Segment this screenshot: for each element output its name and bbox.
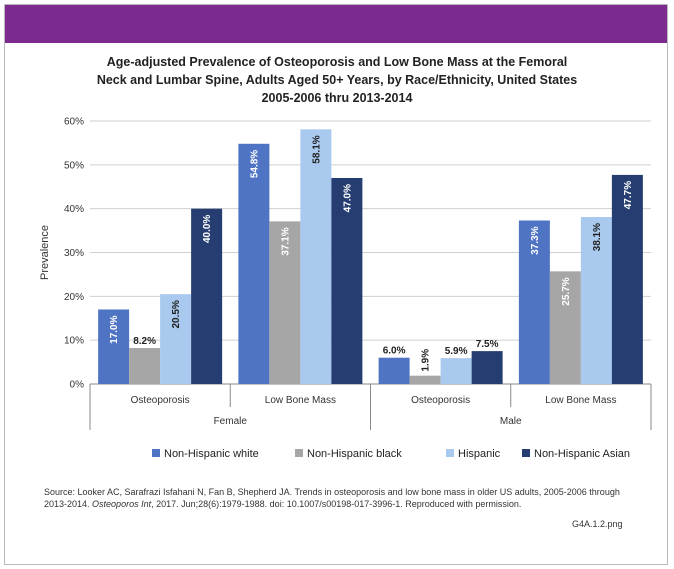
source-citation: Source: Looker AC, Sarafrazi Isfahani N,… xyxy=(44,486,634,510)
y-tick-label: 0% xyxy=(70,380,85,391)
bar xyxy=(549,271,581,384)
x-group-label: Female xyxy=(214,416,248,427)
bar xyxy=(611,174,643,384)
source-journal: Osteoporos Int xyxy=(92,499,152,509)
legend-swatch xyxy=(522,449,530,457)
title-line: 2005-2006 thru 2013-2014 xyxy=(262,91,413,105)
bar xyxy=(331,177,363,384)
bar xyxy=(518,220,550,384)
legend: Non-Hispanic white Non-Hispanic black Hisp… xyxy=(152,448,630,460)
y-tick-label: 40% xyxy=(64,204,84,215)
bar xyxy=(98,309,130,384)
y-axis-label: Prevalence xyxy=(39,225,51,280)
bar xyxy=(409,375,441,384)
data-label: 37.3% xyxy=(530,226,541,254)
x-tick-label: Osteoporosis xyxy=(131,395,190,406)
bar xyxy=(129,348,161,384)
legend-swatch xyxy=(295,449,303,457)
y-tick-label: 30% xyxy=(64,248,84,259)
source-prefix: Source: Looker AC, Sarafrazi Isfahani N,… xyxy=(44,487,620,509)
bar xyxy=(191,208,223,384)
data-label: 20.5% xyxy=(171,300,182,328)
data-label: 5.9% xyxy=(445,346,468,357)
source-suffix: , 2017. Jun;28(6):1979-1988. doi: 10.100… xyxy=(151,499,522,509)
y-tick-label: 20% xyxy=(64,292,84,303)
legend-swatch xyxy=(152,449,160,457)
bar xyxy=(238,143,270,384)
data-label: 25.7% xyxy=(561,277,572,305)
bar xyxy=(269,221,301,384)
data-label: 54.8% xyxy=(249,150,260,178)
legend-swatch xyxy=(446,449,454,457)
x-tick-label: Low Bone Mass xyxy=(545,395,616,406)
chart-title: Age-adjusted Prevalence of Osteoporosis … xyxy=(97,55,577,105)
legend-label: Hispanic xyxy=(458,448,501,460)
legend-label: Non-Hispanic white xyxy=(164,448,259,460)
title-line: Age-adjusted Prevalence of Osteoporosis … xyxy=(107,55,568,69)
x-tick-label: Osteoporosis xyxy=(411,395,470,406)
x-axis: Osteoporosis Low Bone Mass Osteoporosis Low… xyxy=(89,384,652,430)
y-axis: 0% 10% 20% 30% 40% 50% 60% Prevalence xyxy=(39,117,84,391)
bar xyxy=(440,358,472,384)
x-tick-label: Low Bone Mass xyxy=(265,395,336,406)
data-label: 47.0% xyxy=(342,184,353,212)
legend-label: Non-Hispanic Asian xyxy=(534,448,630,460)
data-label: 47.7% xyxy=(623,181,634,209)
header-banner xyxy=(5,5,667,43)
title-line: Neck and Lumbar Spine, Adults Aged 50+ Y… xyxy=(97,73,577,87)
data-label: 17.0% xyxy=(109,315,120,343)
legend-label: Non-Hispanic black xyxy=(307,448,402,460)
data-label: 58.1% xyxy=(311,135,322,163)
data-label: 38.1% xyxy=(592,223,603,251)
bars xyxy=(98,129,643,384)
file-reference: G4A.1.2.png xyxy=(572,519,623,529)
bar xyxy=(471,351,503,384)
chart: Age-adjusted Prevalence of Osteoporosis … xyxy=(39,55,652,460)
bar xyxy=(378,357,410,384)
data-label: 40.0% xyxy=(202,215,213,243)
data-label: 8.2% xyxy=(133,336,156,347)
y-tick-label: 60% xyxy=(64,117,84,128)
data-label: 37.1% xyxy=(280,227,291,255)
y-tick-label: 10% xyxy=(64,336,84,347)
data-label: 7.5% xyxy=(476,339,499,350)
bar xyxy=(300,129,332,384)
x-group-label: Male xyxy=(500,416,522,427)
bar xyxy=(580,216,612,384)
data-label: 6.0% xyxy=(383,346,406,357)
bar xyxy=(160,294,192,384)
data-label: 1.9% xyxy=(421,349,432,372)
data-labels: 17.0% 54.8% 6.0% 37.3% 8.2% 37.1% 1.9% 25.7% 20.… xyxy=(109,135,634,371)
y-tick-label: 50% xyxy=(64,160,84,171)
